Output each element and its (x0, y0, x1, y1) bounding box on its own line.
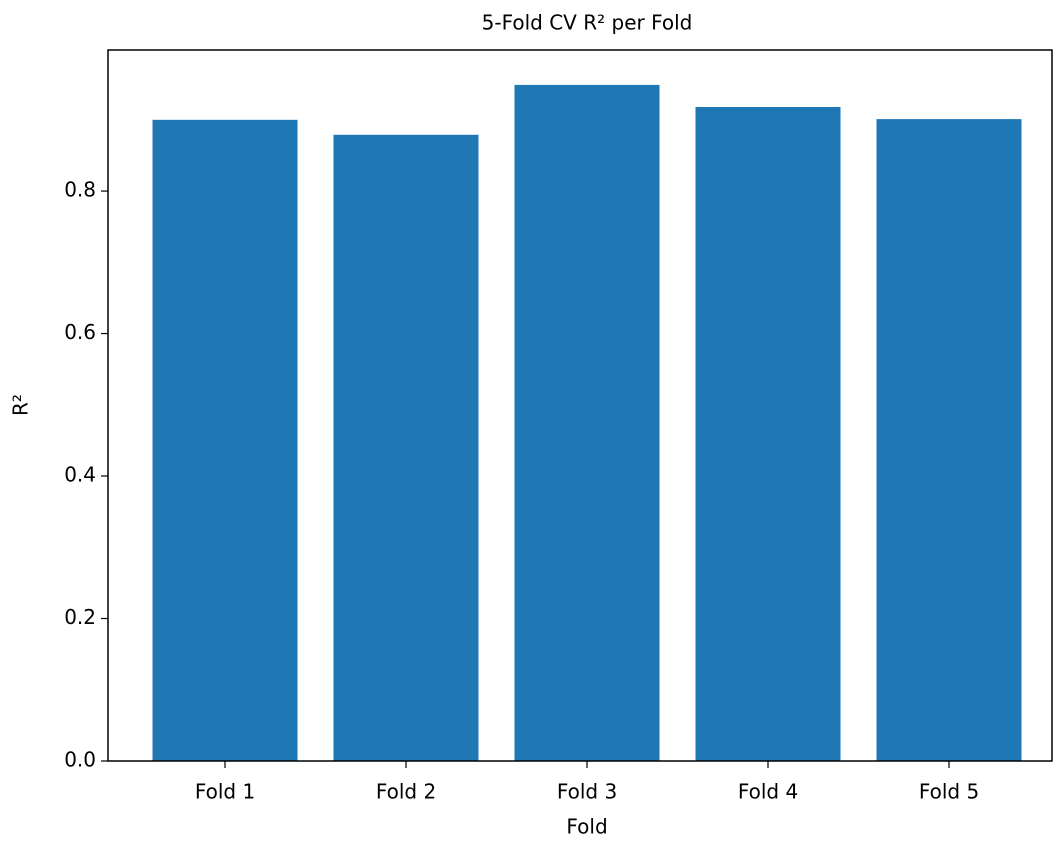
x-tick-label: Fold 1 (195, 780, 255, 804)
y-tick-label: 0.4 (64, 463, 96, 487)
bar (152, 119, 298, 762)
bar (695, 106, 841, 761)
bar (333, 134, 479, 761)
x-tick-label: Fold 3 (557, 780, 617, 804)
x-tick-label: Fold 2 (376, 780, 436, 804)
x-axis-label: Fold (566, 815, 607, 839)
bar (514, 84, 660, 762)
x-tick-label: Fold 4 (738, 780, 798, 804)
chart-title: 5-Fold CV R² per Fold (482, 11, 693, 35)
y-tick-label: 0.0 (64, 748, 96, 772)
y-tick-label: 0.8 (64, 178, 96, 202)
bar (876, 119, 1022, 761)
x-tick-label: Fold 5 (919, 780, 979, 804)
plot-frame (107, 49, 1053, 762)
y-tick-label: 0.2 (64, 605, 96, 629)
y-axis-label: R² (9, 394, 33, 416)
y-tick-label: 0.6 (64, 320, 96, 344)
